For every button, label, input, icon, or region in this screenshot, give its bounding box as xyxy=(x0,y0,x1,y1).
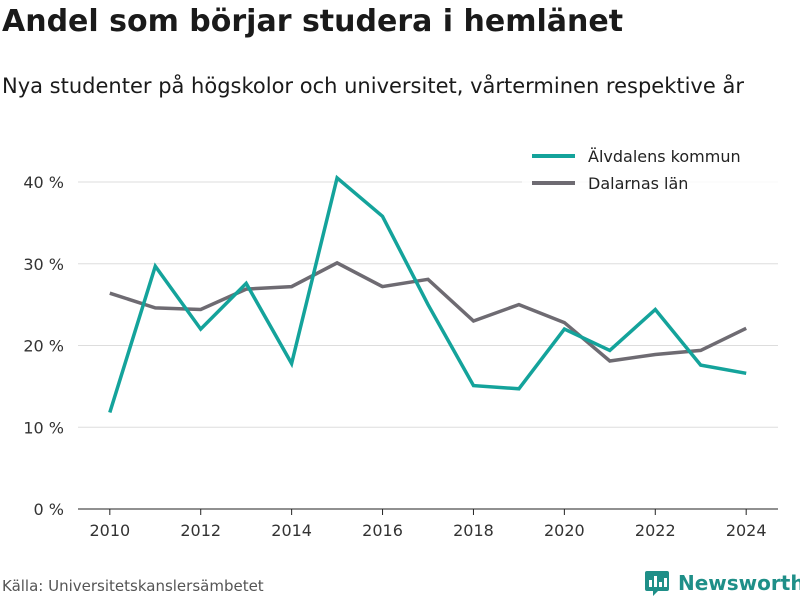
series-line-alvdalens-kommun xyxy=(108,174,747,414)
legend-label: Dalarnas län xyxy=(588,174,688,193)
y-tick-label: 30 % xyxy=(23,255,64,274)
source-note: Källa: Universitetskanslersämbetet xyxy=(2,577,264,595)
chart-title: Andel som börjar studera i hemlänet xyxy=(2,4,624,39)
newsworthy-logo-icon xyxy=(645,571,669,596)
y-tick-label: 0 % xyxy=(34,500,64,519)
y-tick-label: 20 % xyxy=(23,337,64,356)
brand-name: Newsworthy xyxy=(678,571,800,595)
chart-subtitle: Nya studenter på högskolor och universit… xyxy=(2,74,744,98)
legend-label: Älvdalens kommun xyxy=(588,147,741,166)
x-tick-label: 2024 xyxy=(726,521,767,540)
x-tick-label: 2020 xyxy=(544,521,585,540)
x-tick-label: 2022 xyxy=(635,521,676,540)
x-tick-label: 2010 xyxy=(89,521,130,540)
x-tick-label: 2016 xyxy=(362,521,403,540)
legend-background xyxy=(522,143,778,197)
brand-logo: Newsworthy xyxy=(644,568,800,598)
y-tick-label: 10 % xyxy=(23,418,64,437)
series-line-dalarnas-lan xyxy=(109,260,747,363)
x-tick-label: 2018 xyxy=(453,521,494,540)
line-chart: 0 % 10 % 20 % 30 % 40 % 2010 2012 2014 2016 2018 2… xyxy=(23,143,778,540)
y-tick-label: 40 % xyxy=(23,173,64,192)
x-tick-label: 2014 xyxy=(271,521,312,540)
x-tick-label: 2012 xyxy=(180,521,221,540)
